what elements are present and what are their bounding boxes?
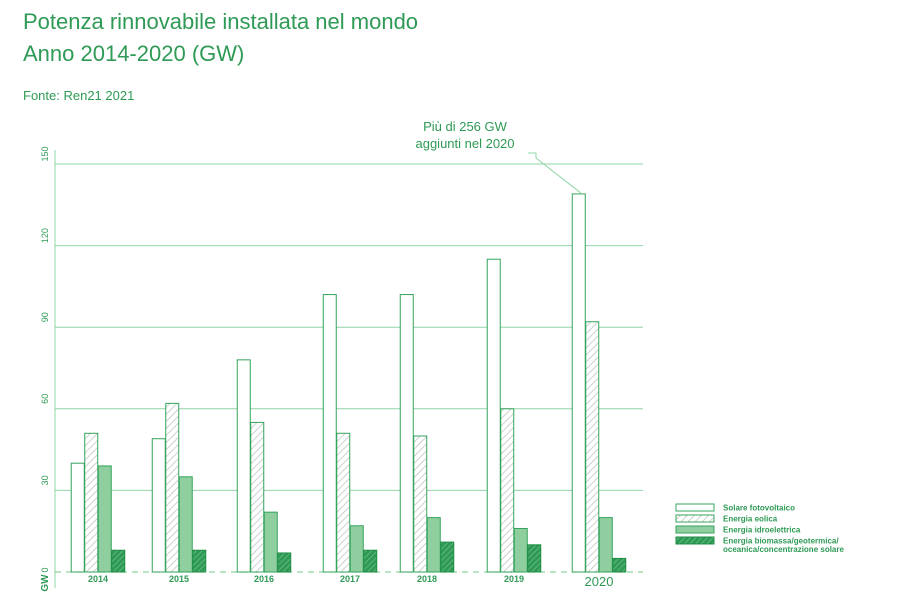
- grid-layer: [54, 150, 643, 588]
- x-tick-label: 2016: [254, 574, 274, 584]
- y-tick-label: 150: [40, 146, 50, 161]
- hydro-bar: [513, 527, 528, 573]
- y-axis-label: GW: [40, 574, 51, 592]
- bars-layer: [70, 193, 627, 573]
- biomass-bar: [111, 549, 126, 573]
- legend-swatch: [675, 536, 715, 545]
- hydro-bar: [178, 476, 193, 573]
- y-tick-label: 90: [40, 312, 50, 322]
- biomass-bar: [277, 552, 292, 573]
- wind-bar: [84, 432, 99, 573]
- solar-bar: [399, 294, 414, 573]
- biomass-bar: [440, 541, 455, 573]
- solar-bar: [571, 193, 586, 573]
- solar-bar: [322, 294, 337, 573]
- hydro-bar: [263, 511, 278, 573]
- wind-bar: [165, 402, 180, 573]
- wind-bar: [250, 421, 265, 573]
- x-tick-label: 2018: [417, 574, 437, 584]
- chart-source: Fonte: Ren21 2021: [23, 88, 135, 103]
- x-tick-label: 2019: [504, 574, 524, 584]
- y-tick-label: 60: [40, 394, 50, 404]
- annotation-leader-line: [528, 152, 582, 194]
- biomass-bar: [192, 549, 207, 573]
- biomass-bar: [527, 544, 542, 573]
- y-tick-label: 120: [40, 228, 50, 243]
- biomass-bar: [363, 549, 378, 573]
- legend-label: oceanica/concentrazione solare: [723, 545, 844, 554]
- x-tick-label: 2015: [169, 574, 189, 584]
- biomass-bar: [612, 557, 627, 573]
- annotation: Più di 256 GW aggiunti nel 2020: [415, 119, 582, 194]
- y-tick-label: 30: [40, 475, 50, 485]
- wind-bar: [413, 435, 428, 573]
- solar-bar: [151, 438, 166, 573]
- wind-bar: [500, 408, 515, 573]
- labels-layer: 0 30 60 90 120 150 GW 2014 2015 2016 2017 2018 2019 2…: [40, 146, 613, 591]
- legend-label: Solare fotovoltaico: [723, 504, 795, 513]
- solar-bar: [236, 359, 251, 573]
- legend-swatch: [675, 525, 715, 534]
- legend: Solare fotovoltaico Energia eolica Energia…: [675, 503, 844, 554]
- hydro-bar: [97, 465, 112, 573]
- legend-label: Energia idroelettrica: [723, 526, 801, 535]
- legend-swatch: [675, 503, 715, 512]
- annotation-text-line-2: aggiunti nel 2020: [415, 136, 514, 151]
- x-tick-label: 2020: [585, 574, 614, 589]
- wind-bar: [585, 321, 600, 573]
- annotation-text-line-1: Più di 256 GW: [423, 119, 508, 134]
- chart-title-line-2: Anno 2014-2020 (GW): [23, 41, 245, 66]
- x-tick-label: 2017: [340, 574, 360, 584]
- wind-bar: [336, 432, 351, 573]
- hydro-bar: [349, 525, 364, 573]
- solar-bar: [486, 258, 501, 573]
- y-tick-label: 0: [40, 567, 50, 572]
- legend-label: Energia eolica: [723, 515, 778, 524]
- hydro-bar: [426, 517, 441, 573]
- legend-swatch: [675, 514, 715, 523]
- chart-title-line-1: Potenza rinnovabile installata nel mondo: [23, 9, 419, 34]
- solar-bar: [70, 462, 85, 573]
- hydro-bar: [598, 517, 613, 573]
- x-tick-label: 2014: [88, 574, 108, 584]
- legend-label: Energia biomassa/geotermica/: [723, 537, 839, 546]
